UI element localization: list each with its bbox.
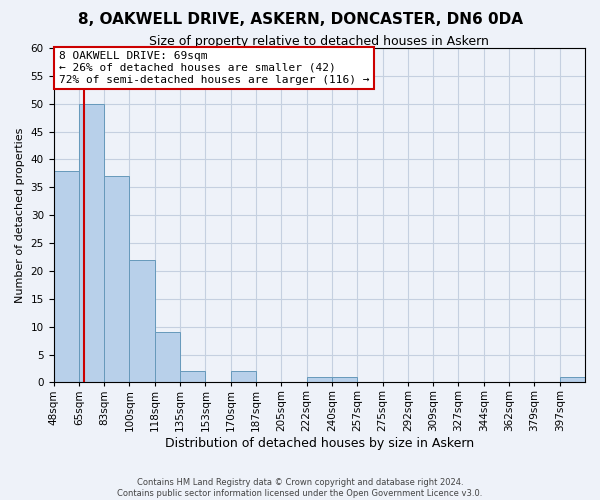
Text: 8 OAKWELL DRIVE: 69sqm
← 26% of detached houses are smaller (42)
72% of semi-det: 8 OAKWELL DRIVE: 69sqm ← 26% of detached… <box>59 52 370 84</box>
Text: Contains HM Land Registry data © Crown copyright and database right 2024.
Contai: Contains HM Land Registry data © Crown c… <box>118 478 482 498</box>
Bar <box>307 377 332 382</box>
Bar <box>180 371 205 382</box>
Bar <box>104 176 130 382</box>
Title: Size of property relative to detached houses in Askern: Size of property relative to detached ho… <box>149 35 489 48</box>
Y-axis label: Number of detached properties: Number of detached properties <box>15 128 25 303</box>
X-axis label: Distribution of detached houses by size in Askern: Distribution of detached houses by size … <box>165 437 474 450</box>
Bar <box>155 332 180 382</box>
Bar <box>79 104 104 382</box>
Bar <box>130 260 155 382</box>
Bar <box>332 377 357 382</box>
Bar <box>53 170 79 382</box>
Bar <box>560 377 585 382</box>
Text: 8, OAKWELL DRIVE, ASKERN, DONCASTER, DN6 0DA: 8, OAKWELL DRIVE, ASKERN, DONCASTER, DN6… <box>77 12 523 28</box>
Bar <box>230 371 256 382</box>
